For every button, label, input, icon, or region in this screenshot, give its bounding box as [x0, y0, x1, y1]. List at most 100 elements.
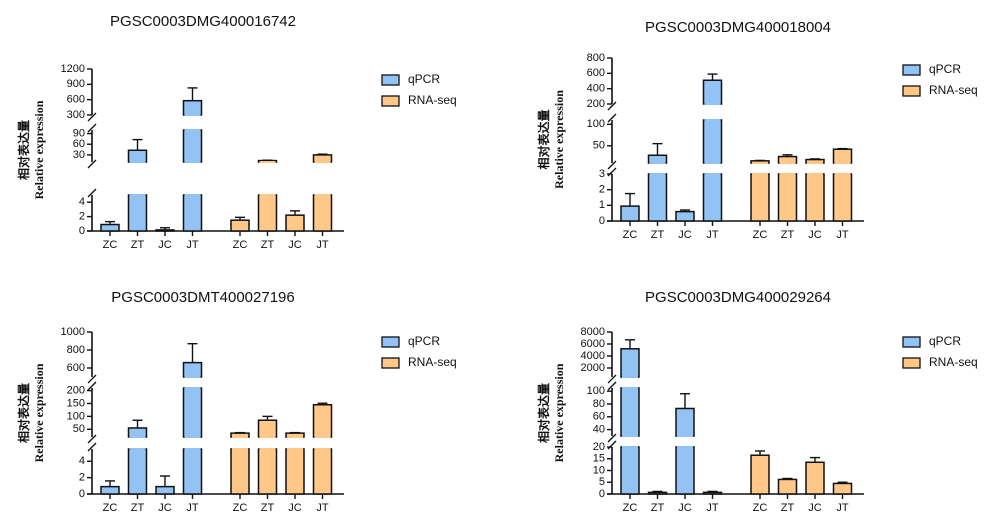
y-axis-label-cn: 相对表达量: [536, 109, 551, 169]
y-tick-label: 800: [67, 344, 85, 356]
y-axis-label-en: Relative expression: [552, 363, 566, 462]
x-tick-label: ZC: [103, 239, 118, 251]
y-tick-label: 0: [599, 215, 605, 227]
chart-title: PGSC0003DMT400027196: [111, 289, 294, 306]
y-tick-label: 40: [593, 424, 605, 436]
axis-break-mark: [87, 188, 97, 198]
y-tick-label: 800: [587, 52, 605, 64]
y-tick-label: 60: [73, 138, 85, 150]
x-tick-label: ZT: [651, 229, 665, 241]
bar-qpcr-jc: [675, 446, 695, 495]
y-axis-label-en: Relative expression: [32, 100, 46, 199]
x-tick-label: ZC: [753, 229, 768, 241]
y-tick-label: 2: [79, 211, 85, 223]
bar-qpcr-zt: [647, 154, 668, 164]
y-tick-label: 600: [67, 94, 85, 106]
y-tick-label: 600: [587, 67, 605, 79]
legend-label-rna-seq: RNA-seq: [408, 93, 457, 107]
bar-rna-seq-zc: [230, 219, 250, 232]
bar-rna-seq-jt: [312, 448, 333, 495]
x-tick-label: JC: [288, 239, 302, 251]
x-tick-label: JT: [186, 502, 199, 514]
bar-rna-seq-jc: [805, 461, 825, 495]
axis-break-mark: [87, 159, 97, 169]
bar-rna-seq-jc: [285, 448, 305, 495]
axis-break-mark: [87, 123, 97, 133]
legend-label-qpcr: qPCR: [929, 62, 961, 76]
x-tick-label: JT: [186, 239, 199, 251]
x-tick-label: ZC: [623, 229, 638, 241]
y-tick-label: 0: [79, 488, 85, 500]
bar-qpcr-jt: [702, 173, 723, 222]
legend-swatch-qpcr: [902, 64, 921, 76]
bar-rna-seq-zt: [257, 448, 278, 495]
legend-swatch-rna-seq: [902, 85, 921, 97]
y-tick-label: 5: [599, 476, 605, 488]
bar-qpcr-zt: [127, 448, 148, 495]
bar-qpcr-jt: [182, 387, 203, 438]
y-tick-label: 2000: [581, 362, 605, 374]
axis-break-mark: [607, 101, 617, 111]
legend-label-qpcr: qPCR: [408, 72, 440, 86]
y-axis-label-en: Relative expression: [552, 90, 566, 189]
x-tick-label: ZT: [781, 502, 795, 514]
bar-rna-seq-jt: [312, 194, 333, 232]
x-tick-label: ZC: [753, 502, 768, 514]
legend-swatch-qpcr: [381, 336, 400, 348]
x-tick-label: JT: [836, 229, 849, 241]
bar-qpcr-zc: [620, 446, 640, 495]
chart-panel-3: PGSC0003DMT400027196 相对表达量 Relative expres…: [16, 289, 457, 514]
legend-label-qpcr: qPCR: [929, 334, 961, 348]
x-tick-label: ZT: [261, 239, 275, 251]
x-tick-label: JC: [808, 502, 822, 514]
bar-qpcr-zc: [620, 205, 640, 222]
legend-swatch-rna-seq: [902, 357, 921, 369]
y-tick-label: 100: [67, 410, 85, 422]
y-axis-label-cn: 相对表达量: [16, 383, 31, 443]
x-tick-label: ZT: [261, 502, 275, 514]
bar-qpcr-zt: [127, 427, 148, 438]
axis-break-mark: [87, 381, 97, 391]
y-tick-label: 400: [587, 83, 605, 95]
y-tick-label: 4000: [581, 350, 605, 362]
y-tick-label: 10: [593, 464, 605, 476]
bar-rna-seq-jt: [312, 154, 333, 163]
y-axis-label-cn: 相对表达量: [536, 383, 551, 443]
x-tick-label: ZT: [651, 502, 665, 514]
chart-panel-4: PGSC0003DMG400029264 相对表达量 Relative expres…: [536, 289, 978, 514]
legend-label-qpcr: qPCR: [408, 334, 440, 348]
y-tick-label: 100: [587, 385, 605, 397]
chart-title: PGSC0003DMG400018004: [645, 19, 831, 36]
y-tick-label: 100: [587, 118, 605, 130]
x-tick-label: ZC: [233, 239, 248, 251]
y-tick-label: 4: [79, 455, 85, 467]
y-tick-label: 60: [593, 411, 605, 423]
y-tick-label: 900: [67, 78, 85, 90]
legend-label-rna-seq: RNA-seq: [929, 83, 978, 97]
bar-qpcr-jt: [182, 448, 203, 495]
axis-break-mark: [87, 434, 97, 444]
axis-break-mark: [607, 381, 617, 391]
x-tick-label: JT: [316, 239, 329, 251]
x-tick-label: ZT: [131, 239, 145, 251]
axis-break-mark: [607, 433, 617, 443]
bar-rna-seq-jt: [832, 173, 853, 222]
y-tick-label: 1000: [61, 326, 85, 338]
y-tick-label: 50: [73, 423, 85, 435]
chart-title: PGSC0003DMG400016742: [110, 13, 296, 30]
x-tick-label: JC: [808, 229, 822, 241]
bar-rna-seq-jt: [832, 482, 853, 495]
chart-panel-1: PGSC0003DMG400016742 相对表达量 Relative expres…: [16, 13, 457, 251]
legend-swatch-rna-seq: [381, 95, 400, 107]
y-tick-label: 600: [67, 362, 85, 374]
y-tick-label: 200: [587, 98, 605, 110]
x-tick-label: JC: [158, 239, 172, 251]
bar-qpcr-jt: [182, 194, 203, 232]
axis-break-mark: [87, 442, 97, 452]
y-tick-label: 6000: [581, 338, 605, 350]
axis-break-mark: [87, 112, 97, 122]
bar-qpcr-jt: [182, 129, 203, 163]
bar-rna-seq-zc: [750, 454, 770, 495]
y-axis-label-en: Relative expression: [32, 363, 46, 462]
x-tick-label: JC: [678, 229, 692, 241]
